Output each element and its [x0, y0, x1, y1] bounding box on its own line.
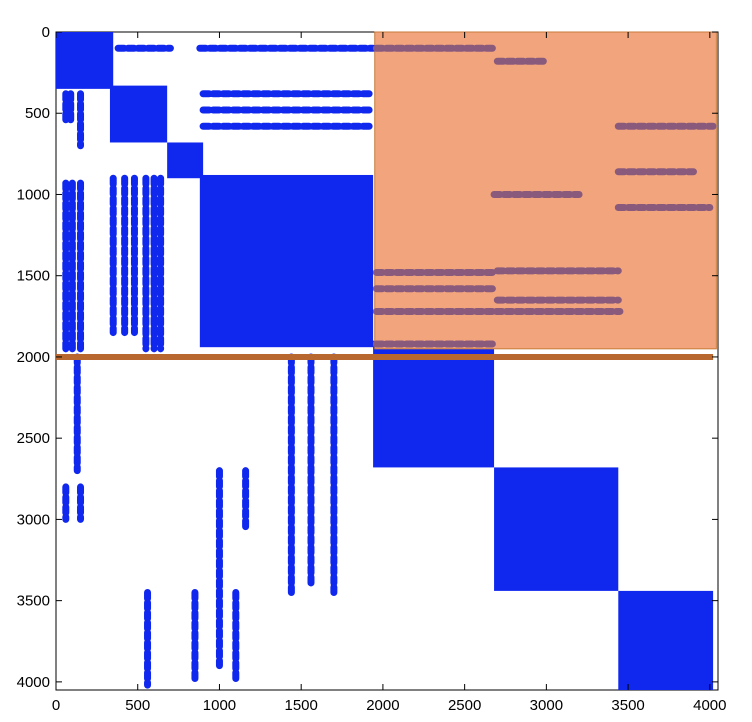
x-tick-label-5: 2500: [448, 697, 481, 714]
dense-block-2: [167, 142, 204, 179]
x-tick-label-8: 4000: [693, 697, 726, 714]
y-tick-label-0: 0: [42, 24, 50, 41]
dense-block-4: [373, 340, 495, 468]
y-tick-label-4: 2000: [17, 349, 50, 366]
dense-block-6: [618, 590, 714, 690]
dense-block-0: [56, 32, 114, 89]
dense-block-5: [494, 467, 619, 591]
x-tick-label-7: 3500: [611, 697, 644, 714]
highlight-region: [374, 31, 717, 350]
y-tick-label-5: 2500: [17, 430, 50, 447]
y-tick-label-7: 3500: [17, 593, 50, 610]
x-tick-label-6: 3000: [530, 697, 563, 714]
y-tick-label-1: 500: [25, 105, 50, 122]
x-tick-label-2: 1000: [203, 697, 236, 714]
dense-block-1: [109, 85, 168, 143]
x-tick-label-4: 2000: [366, 697, 399, 714]
y-tick-label-3: 1500: [17, 268, 50, 285]
x-tick-label-1: 500: [125, 697, 150, 714]
x-tick-label-3: 1500: [284, 697, 317, 714]
dense-block-3: [199, 174, 374, 348]
y-tick-label-6: 3000: [17, 511, 50, 528]
y-tick-label-2: 1000: [17, 186, 50, 203]
chart-marks: [56, 31, 717, 690]
y-tick-label-8: 4000: [17, 674, 50, 691]
axis-ticks: 0 500 1000 1500 2000 2500 3000 3500 400005001000…: [17, 24, 727, 714]
x-tick-label-0: 0: [52, 697, 60, 714]
